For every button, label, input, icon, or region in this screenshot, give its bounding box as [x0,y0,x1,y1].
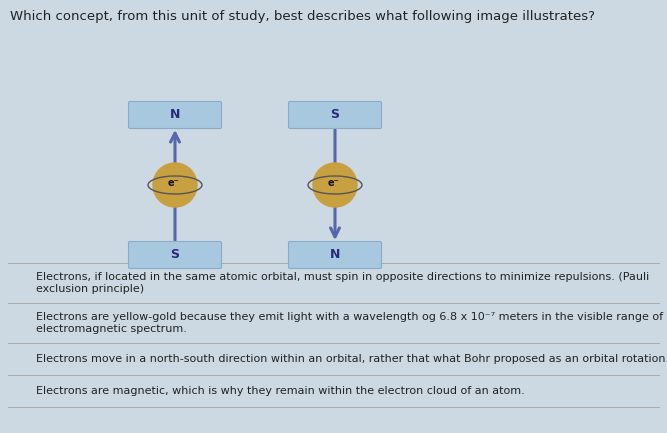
Text: Which concept, from this unit of study, best describes what following image illu: Which concept, from this unit of study, … [10,10,595,23]
FancyBboxPatch shape [129,101,221,129]
Text: e⁻: e⁻ [327,178,339,188]
Text: e⁻: e⁻ [167,178,179,188]
FancyBboxPatch shape [289,101,382,129]
Text: N: N [329,249,340,262]
Text: S: S [331,109,340,122]
Circle shape [153,163,197,207]
Text: N: N [170,109,180,122]
Circle shape [313,163,357,207]
FancyBboxPatch shape [289,242,382,268]
Text: Electrons, if located in the same atomic orbital, must spin in opposite directio: Electrons, if located in the same atomic… [36,271,649,294]
Text: Electrons are yellow-gold because they emit light with a wavelength og 6.8 x 10⁻: Electrons are yellow-gold because they e… [36,312,667,334]
Text: Electrons are magnetic, which is why they remain within the electron cloud of an: Electrons are magnetic, which is why the… [36,386,525,396]
Text: Electrons move in a north-south direction within an orbital, rather that what Bo: Electrons move in a north-south directio… [36,354,667,364]
Text: S: S [171,249,179,262]
FancyBboxPatch shape [129,242,221,268]
